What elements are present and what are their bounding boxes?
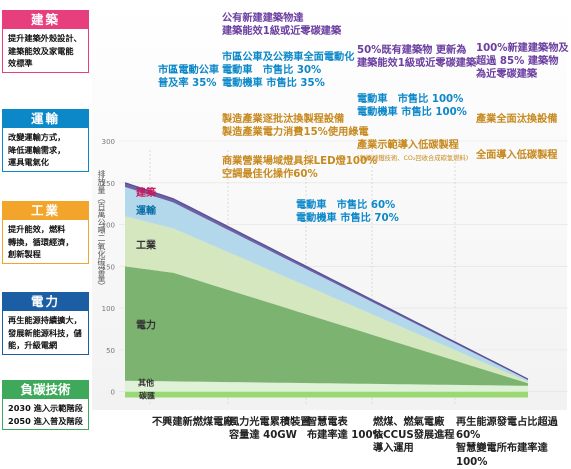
annotation-low-carbon-demo-note: (氫能煉鐵技術、CO₂回收合成碳氫燃料) [357, 155, 469, 162]
y-tick-label: 300 [102, 138, 115, 146]
area-電力 [125, 266, 528, 386]
annotation-industry-equipment: 製造產業逐批汰換製程設備 製造產業電力消費15%使用綠電 [222, 114, 369, 139]
annotation-led-ac: 商業營業場域燈具採LED燈100% 空調最佳化操作60% [222, 156, 378, 181]
sector-title: 工業 [2, 201, 89, 220]
series-label: 碳匯 [139, 391, 155, 401]
annotation-renewable-60: 再生能源發電占比超過 60% 智慧變電所布建率達 100% [456, 417, 558, 468]
sector-title: 負碳技術 [2, 380, 89, 399]
annotation-ccus: 燃煤、燃氣電廠 依CCUS發展進程 導入運用 [373, 417, 455, 455]
series-label: 建築 [135, 186, 157, 199]
y-ticks: 0 50 100 150 200 250 300 [102, 138, 115, 397]
series-label: 運輸 [136, 204, 157, 217]
sector-negative-carbon: 負碳技術 2030 進入示範階段 2050 進入普及階段 [2, 380, 89, 430]
annotation-existing-building: 50%既有建築物 更新為 建築能效1級或近零碳建築 [357, 45, 477, 70]
annotation-new-building-100: 100%新建建築物及 超過 85% 建築物 為近零碳建築 [476, 43, 569, 81]
sector-description: 改變運輸方式， 降低運輸需求， 運具電氣化 [2, 128, 89, 172]
area-series [124, 182, 529, 398]
total-emission-line [124, 182, 529, 380]
annotation-full-low-carbon: 全面導入低碳製程 [476, 150, 558, 161]
sector-title: 建築 [2, 10, 89, 29]
series-label: 其他 [138, 378, 154, 388]
annotation-ev-100: 電動車 市售比 100% 電動機車 市售比 100% [357, 94, 467, 119]
annotation-wind-solar: 風力光電累積裝置 容量達 40GW [229, 417, 311, 442]
sector-transport: 運輸 改變運輸方式， 降低運輸需求， 運具電氣化 [2, 109, 89, 172]
area-工業 [125, 216, 528, 384]
area-其他 [125, 380, 528, 392]
y-tick-label: 200 [102, 222, 115, 230]
annotation-ev-2030: 市區公車及公務車全面電動化 電動車 市售比 30% 電動機車 市售比 35% [222, 52, 355, 90]
annotation-bus-35: 市區電動公車 普及率 35% [158, 65, 220, 90]
sector-industry: 工業 提升能效，燃料 轉換，循環經濟， 創新製程 [2, 201, 89, 264]
y-tick-label: 100 [102, 305, 115, 313]
sector-title: 運輸 [2, 109, 89, 128]
sector-electricity: 電力 再生能源持續擴大， 發展新能源科技，儲 能，升級電網 [2, 292, 89, 355]
y-tick-label: 150 [102, 263, 115, 271]
sector-description: 提升建築外殼設計、 建築能效及家電能 效標準 [2, 29, 89, 73]
y-axis-label: 排放量（百萬公噸二氧化碳當量） [97, 170, 106, 290]
annotation-no-new-coal: 不興建新燃煤電廠 [152, 417, 234, 428]
series-label: 工業 [136, 238, 157, 251]
annotation-low-carbon-demo: 產業示範導入低碳製程 [357, 140, 459, 151]
annotation-replace-equipment: 產業全面汰換設備 [476, 114, 558, 125]
y-tick-label: 250 [102, 180, 115, 188]
sector-title: 電力 [2, 292, 89, 311]
series-label: 電力 [136, 319, 156, 332]
area-碳匯 [125, 391, 528, 398]
y-tick-label: 50 [106, 347, 115, 355]
annotation-ev-60: 電動車 市售比 60% 電動機車 市售比 70% [296, 200, 399, 225]
sector-description: 提升能效，燃料 轉換，循環經濟， 創新製程 [2, 220, 89, 264]
y-tick-label: 0 [111, 389, 115, 397]
annotation-public-building: 公有新建建築物達 建築能效1級或近零碳建築 [222, 13, 342, 38]
sector-building: 建築 提升建築外殼設計、 建築能效及家電能 效標準 [2, 10, 89, 73]
annotation-smart-meter: 智慧電表 布建率達 100% [307, 417, 383, 442]
sector-description: 再生能源持續擴大， 發展新能源科技，儲 能，升級電網 [2, 311, 89, 355]
area-運輸 [125, 186, 528, 382]
sector-description: 2030 進入示範階段 2050 進入普及階段 [2, 399, 89, 430]
